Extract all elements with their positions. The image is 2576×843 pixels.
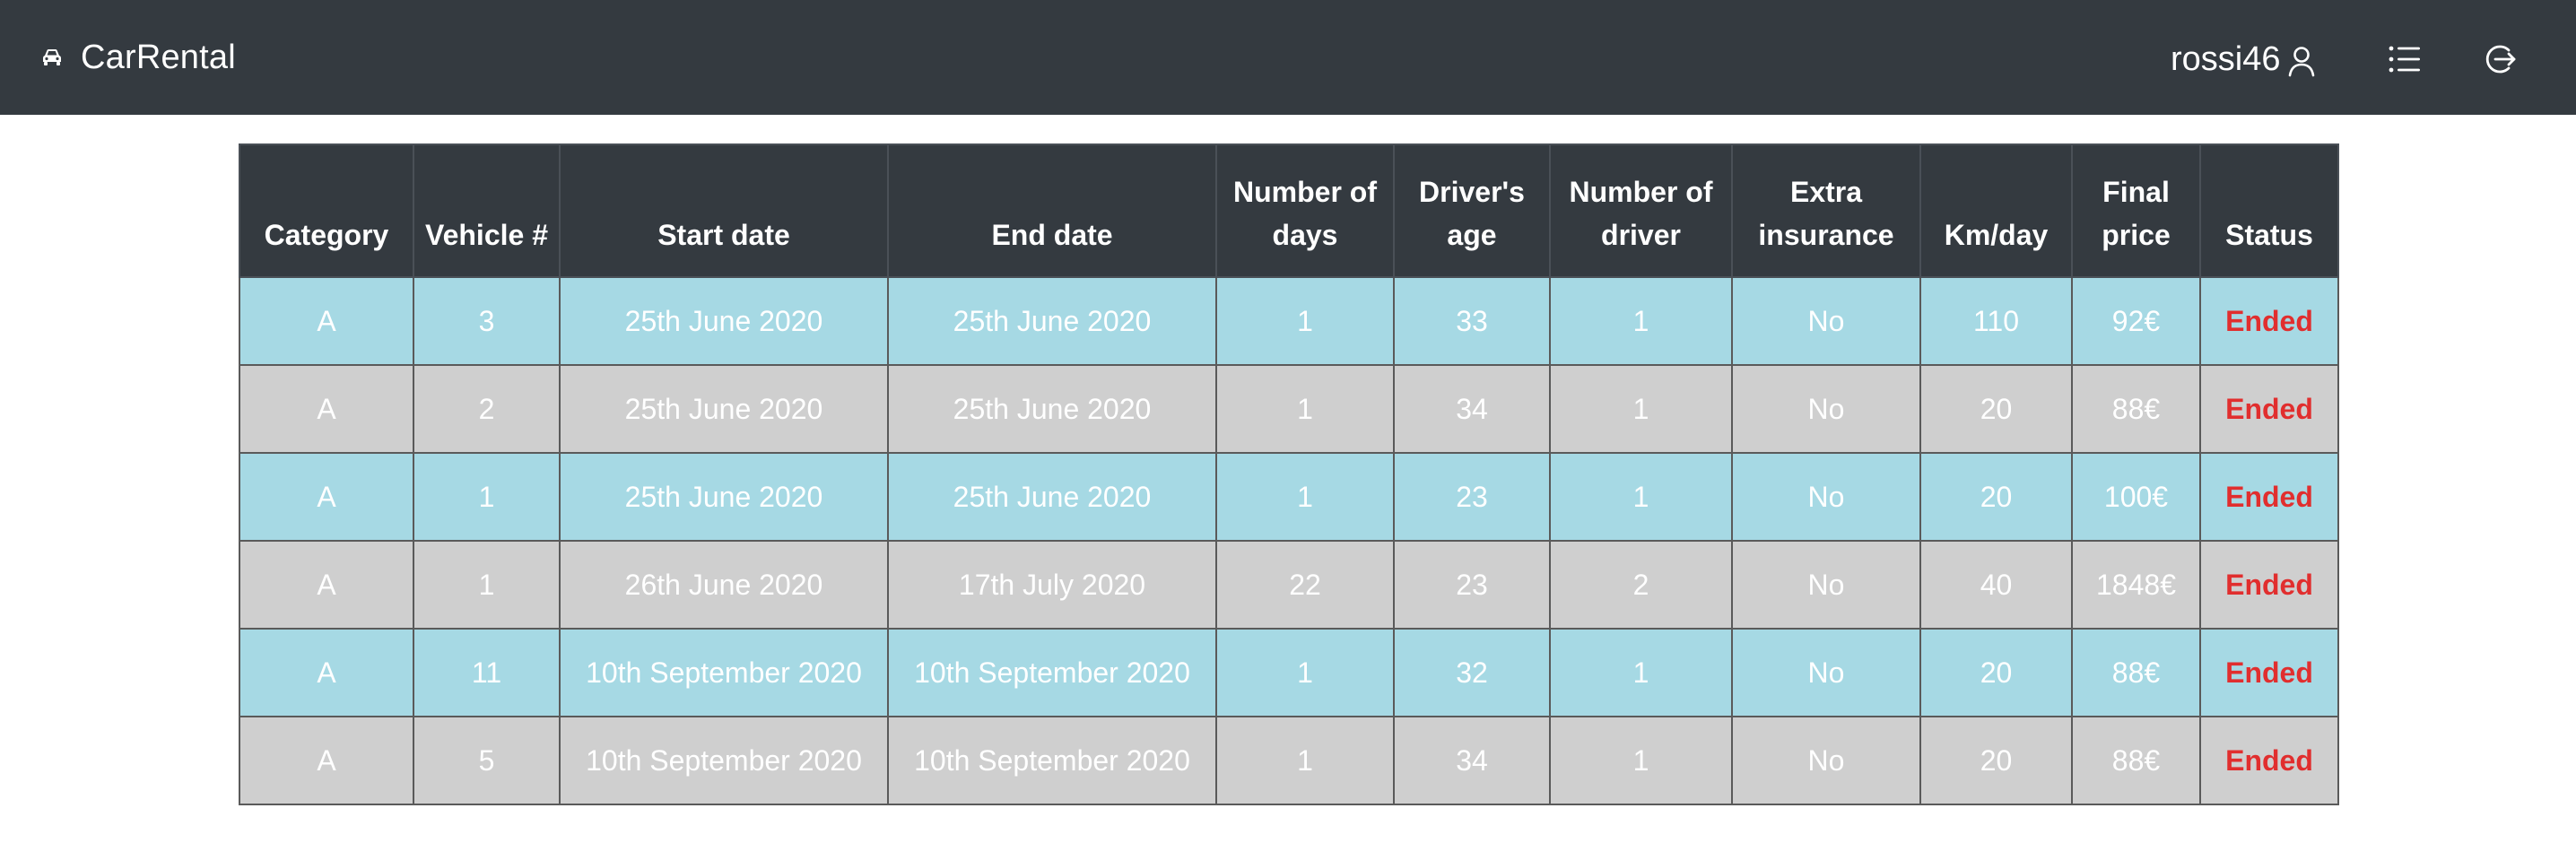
cell-end-date: 25th June 2020 <box>887 276 1217 366</box>
cell-drivers-age: 23 <box>1393 540 1551 630</box>
table-row[interactable]: A 11 10th September 2020 10th September 202… <box>239 628 2339 717</box>
cell-number-of-days: 1 <box>1215 364 1395 454</box>
cell-number-of-days: 1 <box>1215 628 1395 717</box>
cell-final-price: 92€ <box>2071 276 2201 366</box>
column-header-end-date: End date <box>887 143 1217 278</box>
table-row[interactable]: A 1 26th June 2020 17th July 2020 22 23 2 No 40 1… <box>239 540 2339 630</box>
cell-number-of-days: 22 <box>1215 540 1395 630</box>
column-header-extra-insurance: Extra insurance <box>1731 143 1921 278</box>
column-header-km-per-day: Km/day <box>1919 143 2073 278</box>
cell-drivers-age: 34 <box>1393 364 1551 454</box>
cell-end-date: 25th June 2020 <box>887 452 1217 542</box>
brand-name: CarRental <box>81 38 236 76</box>
cell-start-date: 26th June 2020 <box>559 540 889 630</box>
cell-vehicle-number: 1 <box>413 540 561 630</box>
cell-final-price: 88€ <box>2071 716 2201 805</box>
cell-vehicle-number: 1 <box>413 452 561 542</box>
cell-extra-insurance: No <box>1731 452 1921 542</box>
cell-km-per-day: 20 <box>1919 452 2073 542</box>
cell-final-price: 100€ <box>2071 452 2201 542</box>
cell-start-date: 25th June 2020 <box>559 452 889 542</box>
cell-drivers-age: 33 <box>1393 276 1551 366</box>
cell-final-price: 1848€ <box>2071 540 2201 630</box>
cell-number-of-driver: 1 <box>1549 628 1733 717</box>
cell-number-of-driver: 1 <box>1549 716 1733 805</box>
cell-vehicle-number: 3 <box>413 276 561 366</box>
column-header-number-of-days: Number of days <box>1215 143 1395 278</box>
cell-end-date: 10th September 2020 <box>887 716 1217 805</box>
cell-number-of-driver: 2 <box>1549 540 1733 630</box>
cell-category: A <box>239 628 414 717</box>
cell-category: A <box>239 540 414 630</box>
column-header-status: Status <box>2199 143 2339 278</box>
cell-extra-insurance: No <box>1731 540 1921 630</box>
cell-end-date: 17th July 2020 <box>887 540 1217 630</box>
cell-drivers-age: 23 <box>1393 452 1551 542</box>
column-header-category: Category <box>239 143 414 278</box>
cell-extra-insurance: No <box>1731 716 1921 805</box>
table-body: A 3 25th June 2020 25th June 2020 1 33 1 No 110 9… <box>239 276 2339 805</box>
column-header-start-date: Start date <box>559 143 889 278</box>
cell-start-date: 25th June 2020 <box>559 364 889 454</box>
cell-start-date: 10th September 2020 <box>559 716 889 805</box>
car-icon <box>43 49 61 65</box>
cell-extra-insurance: No <box>1731 364 1921 454</box>
cell-number-of-days: 1 <box>1215 452 1395 542</box>
cell-status: Ended <box>2199 716 2339 805</box>
cell-drivers-age: 32 <box>1393 628 1551 717</box>
column-header-final-price: Final price <box>2071 143 2201 278</box>
cell-category: A <box>239 452 414 542</box>
cell-final-price: 88€ <box>2071 628 2201 717</box>
column-header-drivers-age: Driver's age <box>1393 143 1551 278</box>
logout-icon[interactable] <box>2483 41 2517 77</box>
cell-vehicle-number: 11 <box>413 628 561 717</box>
username: rossi46 <box>2171 39 2281 78</box>
cell-number-of-driver: 1 <box>1549 452 1733 542</box>
cell-category: A <box>239 276 414 366</box>
user-icon <box>2288 47 2314 77</box>
cell-category: A <box>239 716 414 805</box>
cell-km-per-day: 20 <box>1919 628 2073 717</box>
cell-number-of-driver: 1 <box>1549 276 1733 366</box>
cell-vehicle-number: 2 <box>413 364 561 454</box>
cell-km-per-day: 110 <box>1919 276 2073 366</box>
rentals-table: Category Vehicle # Start date End date Numbe… <box>239 143 2339 805</box>
cell-number-of-driver: 1 <box>1549 364 1733 454</box>
cell-end-date: 25th June 2020 <box>887 364 1217 454</box>
cell-vehicle-number: 5 <box>413 716 561 805</box>
cell-category: A <box>239 364 414 454</box>
navbar: CarRental rossi46 <box>0 0 2576 115</box>
cell-start-date: 10th September 2020 <box>559 628 889 717</box>
cell-status: Ended <box>2199 628 2339 717</box>
cell-number-of-days: 1 <box>1215 716 1395 805</box>
cell-km-per-day: 20 <box>1919 716 2073 805</box>
cell-status: Ended <box>2199 540 2339 630</box>
table-header-row: Category Vehicle # Start date End date Numbe… <box>239 143 2339 278</box>
table-row[interactable]: A 2 25th June 2020 25th June 2020 1 34 1 No 20 88… <box>239 364 2339 454</box>
cell-drivers-age: 34 <box>1393 716 1551 805</box>
cell-km-per-day: 20 <box>1919 364 2073 454</box>
list-icon[interactable] <box>2388 43 2422 75</box>
cell-final-price: 88€ <box>2071 364 2201 454</box>
cell-start-date: 25th June 2020 <box>559 276 889 366</box>
cell-number-of-days: 1 <box>1215 276 1395 366</box>
column-header-vehicle-number: Vehicle # <box>413 143 561 278</box>
rentals-table-container: Category Vehicle # Start date End date Numbe… <box>239 143 2339 805</box>
cell-km-per-day: 40 <box>1919 540 2073 630</box>
cell-extra-insurance: No <box>1731 628 1921 717</box>
brand-link[interactable]: CarRental <box>41 32 236 83</box>
column-header-number-of-driver: Number of driver <box>1549 143 1733 278</box>
user-menu[interactable]: rossi46 <box>2171 34 2317 84</box>
cell-status: Ended <box>2199 364 2339 454</box>
cell-end-date: 10th September 2020 <box>887 628 1217 717</box>
table-row[interactable]: A 5 10th September 2020 10th September 2020… <box>239 716 2339 805</box>
cell-extra-insurance: No <box>1731 276 1921 366</box>
table-row[interactable]: A 3 25th June 2020 25th June 2020 1 33 1 No 110 9… <box>239 276 2339 366</box>
cell-status: Ended <box>2199 452 2339 542</box>
table-row[interactable]: A 1 25th June 2020 25th June 2020 1 23 1 No 20 10… <box>239 452 2339 542</box>
cell-status: Ended <box>2199 276 2339 366</box>
